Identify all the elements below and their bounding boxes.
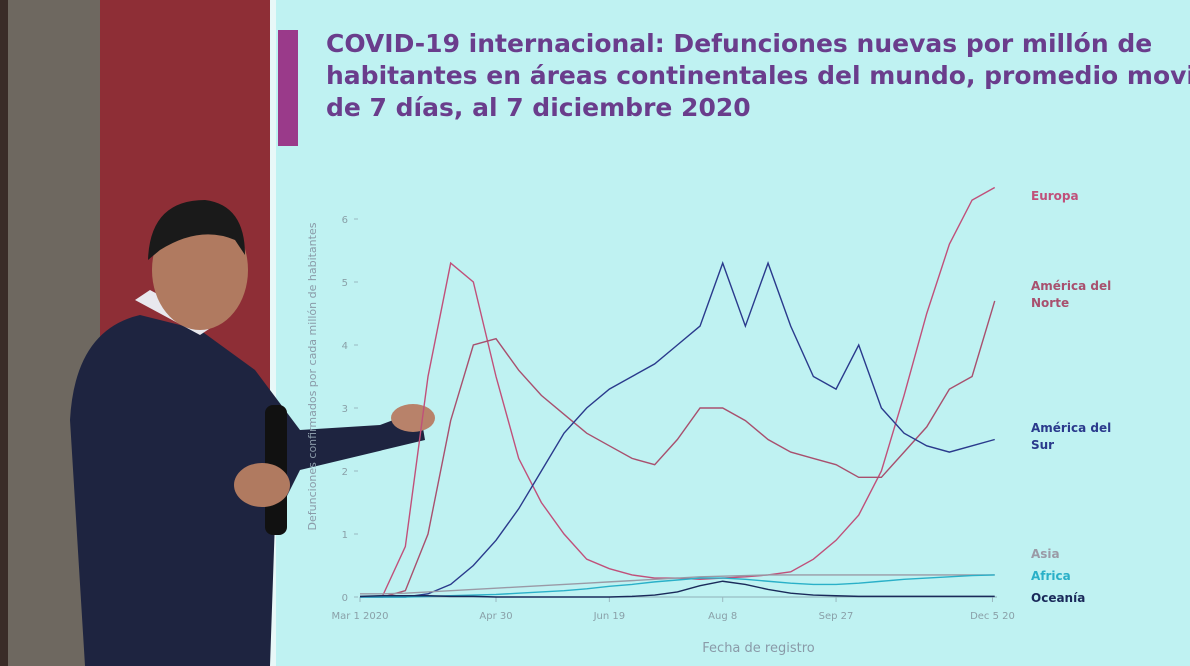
y-axis-label: Defunciones confirmados por cada millón … (306, 222, 319, 530)
x-tick-label: Jun 19 (593, 611, 626, 622)
page: {"chart_data":{"type":"line", "title":"C… (0, 0, 1190, 666)
chart-title: COVID-19 internacional: Defunciones nuev… (326, 28, 1190, 124)
hand-pointing (391, 404, 435, 432)
y-tick-label: 3 (342, 404, 348, 415)
x-tick-label: Dec 5 20 (970, 611, 1015, 622)
y-tick-label: 0 (342, 593, 348, 604)
y-tick-label: 6 (342, 215, 348, 226)
legend-label: Africa (1031, 568, 1131, 585)
hand (234, 463, 290, 507)
x-axis-label: Fecha de registro (702, 641, 814, 656)
legend-label: Asia (1031, 546, 1131, 563)
y-tick-label: 1 (342, 530, 348, 541)
x-tick-label: Sep 27 (819, 611, 854, 622)
legend-label: América del Norte (1031, 278, 1131, 312)
y-tick-label: 5 (342, 278, 348, 289)
title-bar (278, 30, 298, 146)
y-tick-label: 2 (342, 467, 348, 478)
y-tick-label: 4 (342, 341, 348, 352)
x-tick-label: Apr 30 (479, 611, 512, 622)
x-tick-label: Mar 1 2020 (331, 611, 388, 622)
legend-label: Europa (1031, 188, 1131, 205)
x-tick-label: Aug 8 (708, 611, 737, 622)
legend-label: Oceanía (1031, 590, 1131, 607)
legend-label: América del Sur (1031, 420, 1131, 454)
